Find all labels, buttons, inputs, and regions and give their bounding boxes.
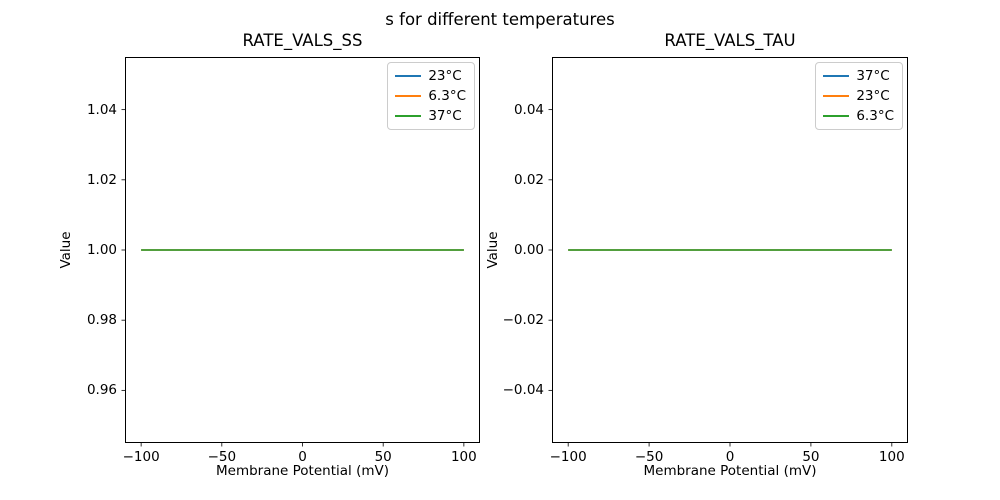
y-tick-label: −0.02 [502,312,544,329]
legend-label: 37°C [428,108,462,124]
legend-entry: 23°C [395,68,466,84]
y-tick-label: 0.98 [86,312,117,329]
subplot-rate-vals-ss: RATE_VALS_SS Value Membrane Potential (m… [58,31,480,479]
subplot-rate-vals-tau: RATE_VALS_TAU Value Membrane Potential (… [485,31,908,479]
plot-area [548,109,893,447]
y-axis-label: Value [485,231,501,269]
plot-title: RATE_VALS_SS [242,31,363,50]
legend: 23°C 6.3°C 37°C [387,62,475,130]
legend-line-sample [395,95,422,97]
y-tick-label: 1.00 [86,242,117,258]
y-tick-label: 0.96 [86,382,117,399]
x-tick-label: −100 [549,449,587,465]
legend-entry: 6.3°C [395,88,466,104]
legend: 37°C 23°C 6.3°C [815,62,903,130]
legend-label: 23°C [856,88,890,104]
plot-area [121,109,465,447]
legend-label: 37°C [856,68,890,84]
x-tick-label: −50 [634,449,664,465]
figure-title: s for different temperatures [385,10,615,29]
legend-line-sample [823,75,850,77]
axes-frame [552,57,908,443]
x-tick-label: 100 [878,449,905,465]
y-axis-label: Value [58,231,74,269]
legend-entry: 6.3°C [823,108,894,124]
legend-label: 6.3°C [428,88,466,104]
legend-entry: 23°C [823,88,894,104]
y-tick-label: 1.04 [86,101,117,118]
legend-label: 23°C [428,68,462,84]
axes-frame [125,57,480,443]
x-tick-label: 50 [374,449,392,465]
legend-label: 6.3°C [856,108,894,124]
y-tick-label: 0.00 [513,242,544,258]
legend-entry: 37°C [395,108,466,124]
x-tick-label: 0 [725,449,735,465]
y-tick-label: 0.02 [513,171,544,188]
legend-line-sample [823,95,850,97]
x-tick-label: −50 [207,449,237,465]
y-tick-label: 0.04 [513,101,544,118]
plot-title: RATE_VALS_TAU [664,31,796,50]
x-axis-label: Membrane Potential (mV) [643,463,817,479]
legend-line-sample [395,75,422,77]
legend-entry: 37°C [823,68,894,84]
y-tick-label: −0.04 [502,382,544,399]
legend-line-sample [823,115,850,117]
x-tick-label: 50 [802,449,820,465]
x-tick-label: 0 [298,449,307,465]
x-axis-label: Membrane Potential (mV) [215,463,389,479]
x-tick-label: −100 [122,449,160,465]
y-tick-label: 1.02 [86,171,117,188]
x-tick-label: 100 [450,449,477,465]
legend-line-sample [395,115,422,117]
